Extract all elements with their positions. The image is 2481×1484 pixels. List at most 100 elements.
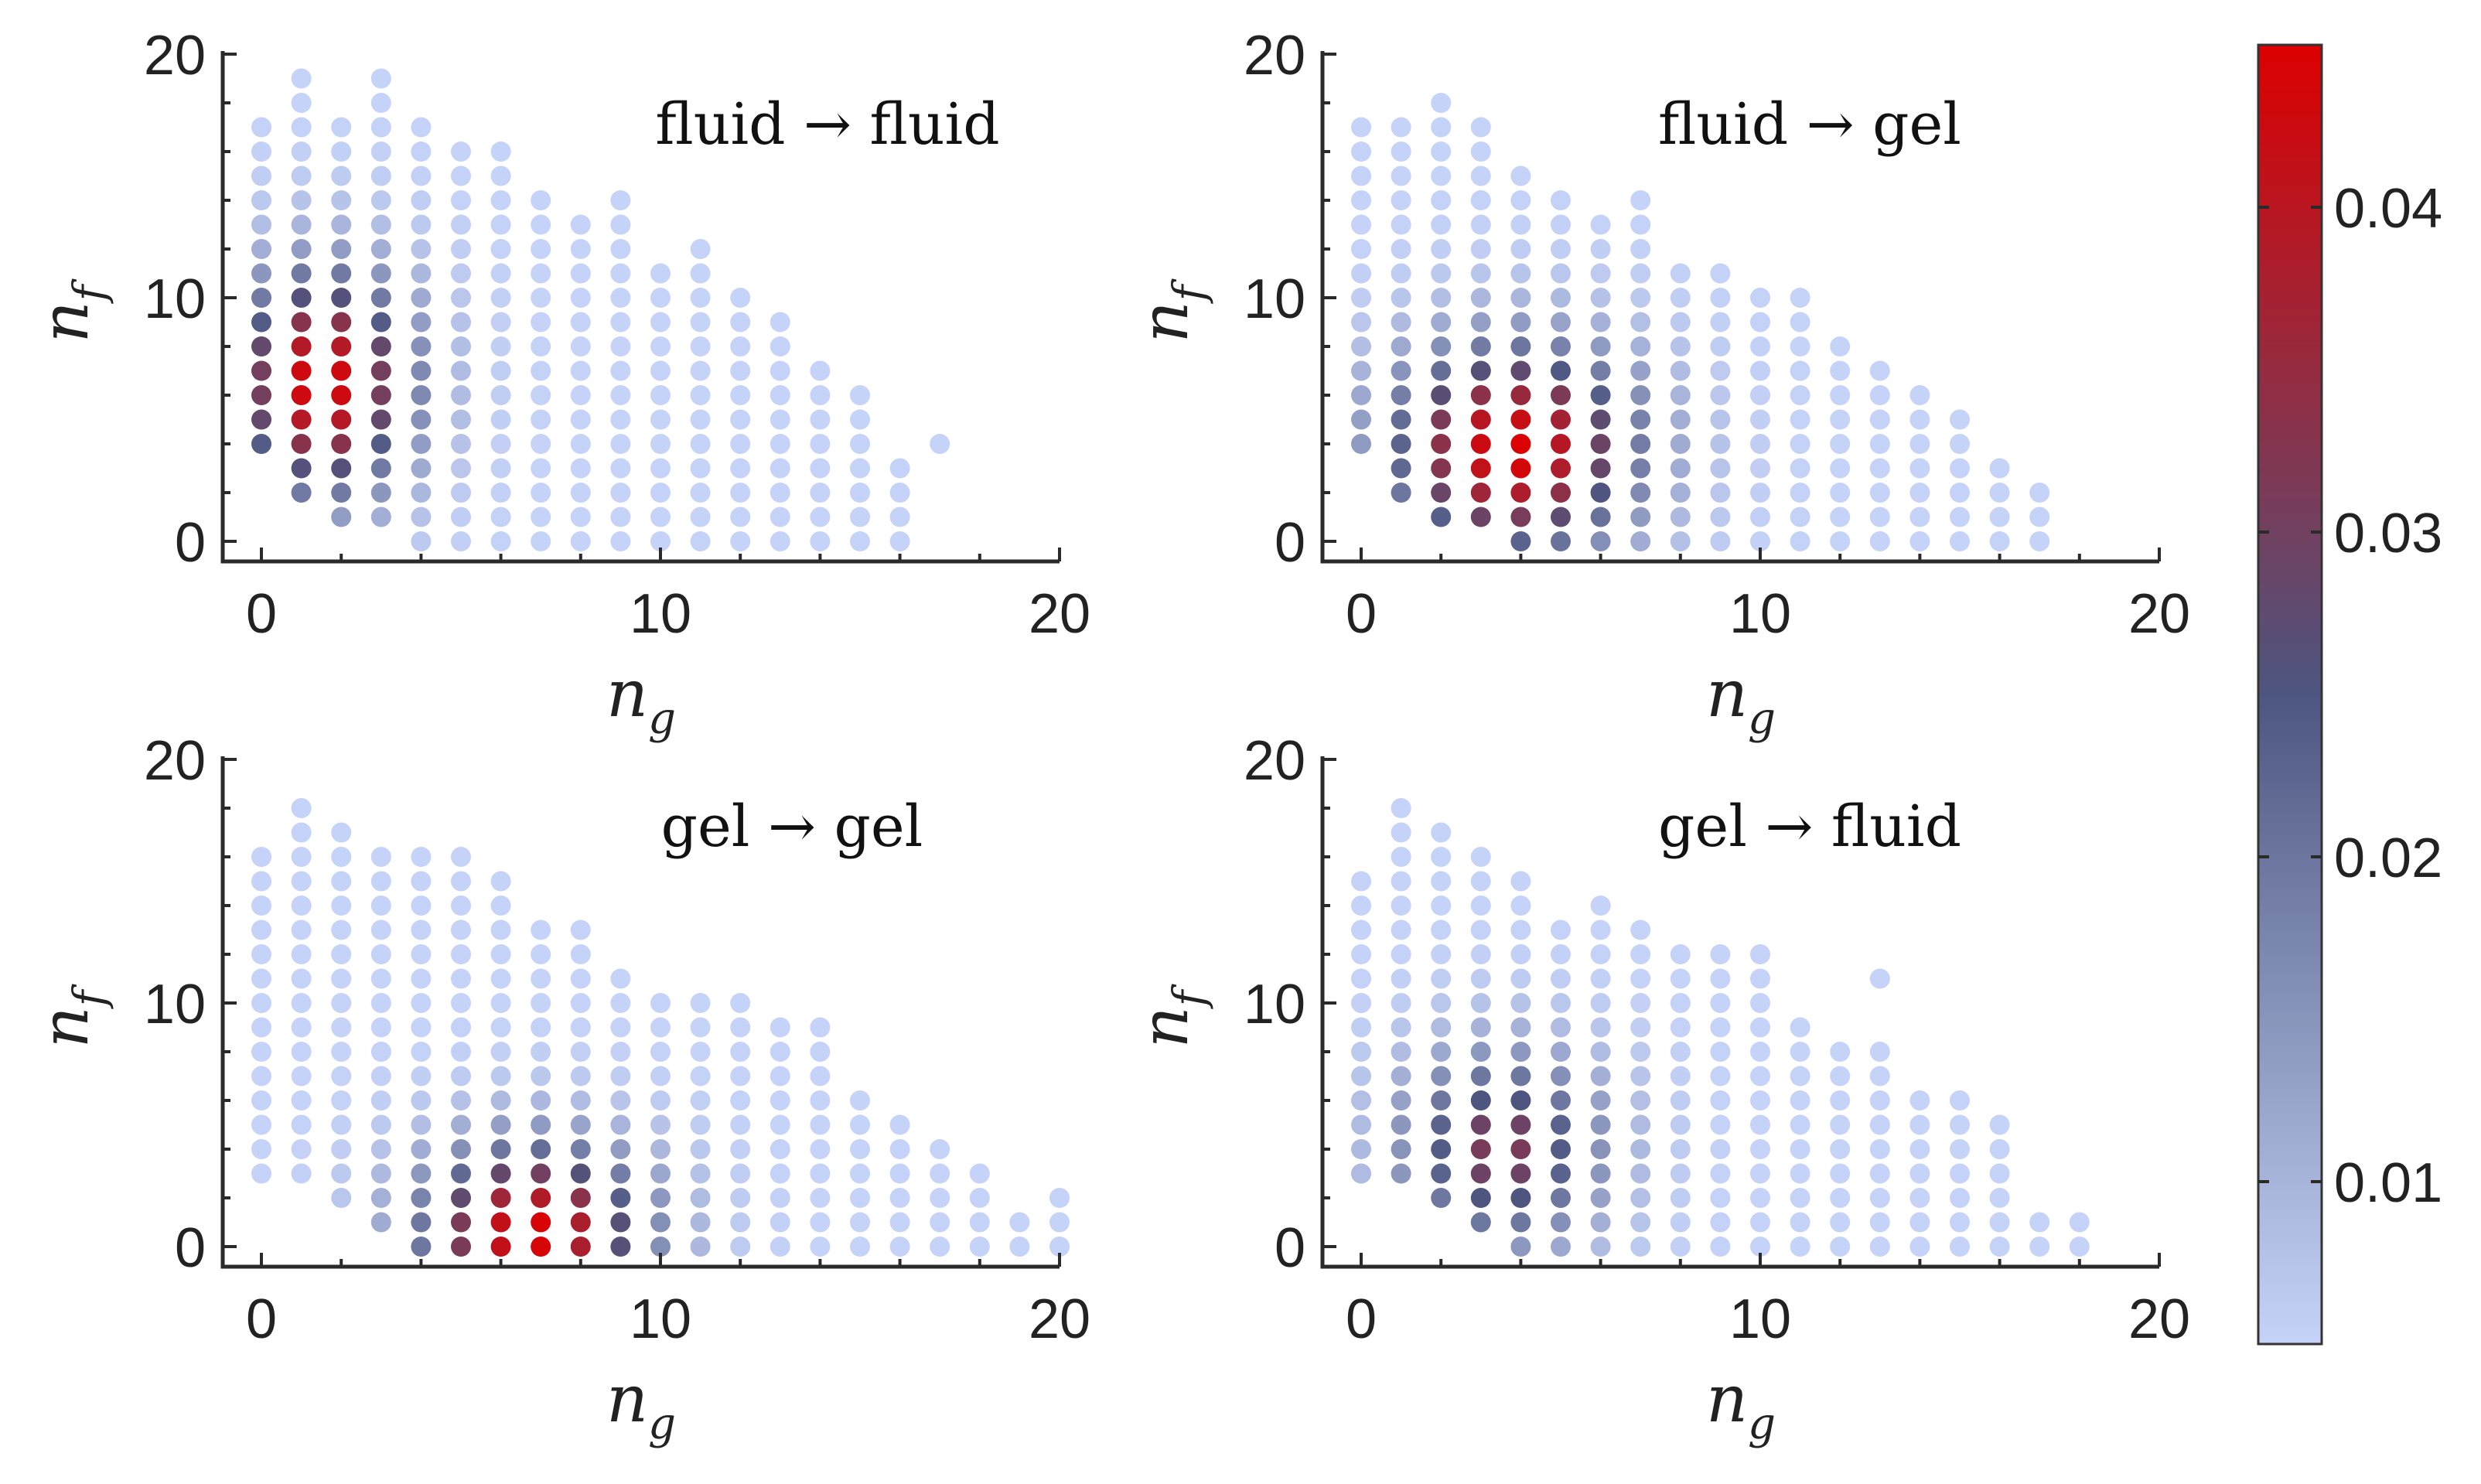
x-tick-label: 10 bbox=[630, 1288, 691, 1350]
data-point bbox=[1391, 1163, 1411, 1184]
data-point bbox=[1790, 312, 1810, 333]
data-point bbox=[1431, 1017, 1452, 1038]
data-point bbox=[1710, 312, 1731, 333]
data-point bbox=[1830, 1139, 1851, 1159]
data-point bbox=[411, 385, 432, 405]
data-point bbox=[1551, 1212, 1571, 1233]
data-point bbox=[570, 214, 591, 235]
data-point bbox=[1630, 263, 1651, 284]
data-point bbox=[1869, 1163, 1890, 1184]
data-point bbox=[531, 336, 551, 357]
data-point bbox=[770, 1114, 790, 1135]
data-point bbox=[370, 968, 391, 989]
data-point bbox=[531, 312, 551, 333]
data-point bbox=[889, 1212, 910, 1233]
data-point bbox=[1431, 1163, 1452, 1184]
data-point bbox=[1391, 434, 1411, 454]
data-point bbox=[1551, 1017, 1571, 1038]
data-point bbox=[370, 142, 391, 162]
data-point bbox=[451, 483, 471, 503]
data-point bbox=[570, 288, 591, 308]
data-point bbox=[1950, 1188, 1970, 1208]
data-point bbox=[251, 1017, 271, 1038]
data-point bbox=[1470, 142, 1491, 162]
data-point bbox=[1470, 1188, 1491, 1208]
data-point bbox=[411, 434, 432, 454]
data-point bbox=[1790, 1163, 1810, 1184]
data-point bbox=[1950, 1237, 1970, 1257]
data-point bbox=[251, 288, 271, 308]
data-point bbox=[1590, 1017, 1611, 1038]
data-point bbox=[331, 434, 352, 454]
data-point bbox=[1470, 1017, 1491, 1038]
data-point bbox=[730, 1042, 751, 1062]
data-point bbox=[1551, 483, 1571, 503]
data-point bbox=[1869, 1090, 1890, 1110]
data-point bbox=[1391, 239, 1411, 259]
data-point bbox=[1351, 385, 1371, 405]
data-point bbox=[291, 165, 312, 186]
data-point bbox=[570, 263, 591, 284]
data-point bbox=[1750, 1017, 1770, 1038]
data-point bbox=[1510, 1139, 1531, 1159]
data-point bbox=[1351, 312, 1371, 333]
data-point bbox=[730, 1188, 751, 1208]
data-point bbox=[1950, 1114, 1970, 1135]
data-point bbox=[1551, 312, 1571, 333]
data-point bbox=[1391, 483, 1411, 503]
x-tick-label: 10 bbox=[1729, 583, 1791, 645]
data-point bbox=[1431, 919, 1452, 940]
data-point bbox=[1510, 919, 1531, 940]
data-point bbox=[1470, 336, 1491, 357]
data-point bbox=[1630, 1212, 1651, 1233]
data-point bbox=[1869, 1139, 1890, 1159]
data-point bbox=[1950, 1139, 1970, 1159]
data-point bbox=[291, 822, 312, 843]
data-point bbox=[1470, 1163, 1491, 1184]
data-point bbox=[1630, 1139, 1651, 1159]
data-point bbox=[690, 1066, 711, 1087]
data-point bbox=[730, 531, 751, 551]
data-point bbox=[1790, 1066, 1810, 1087]
data-point bbox=[570, 944, 591, 964]
data-point bbox=[1551, 190, 1571, 210]
data-point bbox=[1989, 531, 2010, 551]
data-point bbox=[1710, 1188, 1731, 1208]
data-point bbox=[650, 1237, 671, 1257]
data-point bbox=[451, 385, 471, 405]
data-point bbox=[1830, 1042, 1851, 1062]
data-point bbox=[1470, 312, 1491, 333]
data-point bbox=[531, 993, 551, 1013]
data-point bbox=[810, 360, 831, 381]
data-point bbox=[570, 483, 591, 503]
data-point bbox=[730, 360, 751, 381]
data-point bbox=[331, 1188, 352, 1208]
data-point bbox=[1551, 1237, 1571, 1257]
data-point bbox=[1670, 944, 1691, 964]
colorbar: 0.01 0.02 0.03 0.04 bbox=[2257, 43, 2442, 1346]
data-point bbox=[570, 1090, 591, 1110]
data-point bbox=[1551, 1114, 1571, 1135]
data-point bbox=[1551, 1066, 1571, 1087]
data-point bbox=[291, 993, 312, 1013]
data-point bbox=[2069, 1212, 2090, 1233]
data-point bbox=[490, 1139, 511, 1159]
data-point bbox=[610, 458, 631, 479]
data-point bbox=[1510, 968, 1531, 989]
data-point bbox=[610, 214, 631, 235]
data-point bbox=[690, 434, 711, 454]
data-point bbox=[1790, 434, 1810, 454]
data-point bbox=[1670, 409, 1691, 430]
data-point bbox=[251, 871, 271, 892]
data-point bbox=[251, 312, 271, 333]
data-point bbox=[1351, 409, 1371, 430]
data-point bbox=[1431, 409, 1452, 430]
data-point bbox=[1630, 531, 1651, 551]
data-point bbox=[531, 968, 551, 989]
data-point bbox=[251, 190, 271, 210]
data-point bbox=[1049, 1237, 1070, 1257]
data-point bbox=[810, 1090, 831, 1110]
data-point bbox=[850, 1212, 870, 1233]
data-point bbox=[331, 483, 352, 503]
data-point bbox=[690, 507, 711, 527]
